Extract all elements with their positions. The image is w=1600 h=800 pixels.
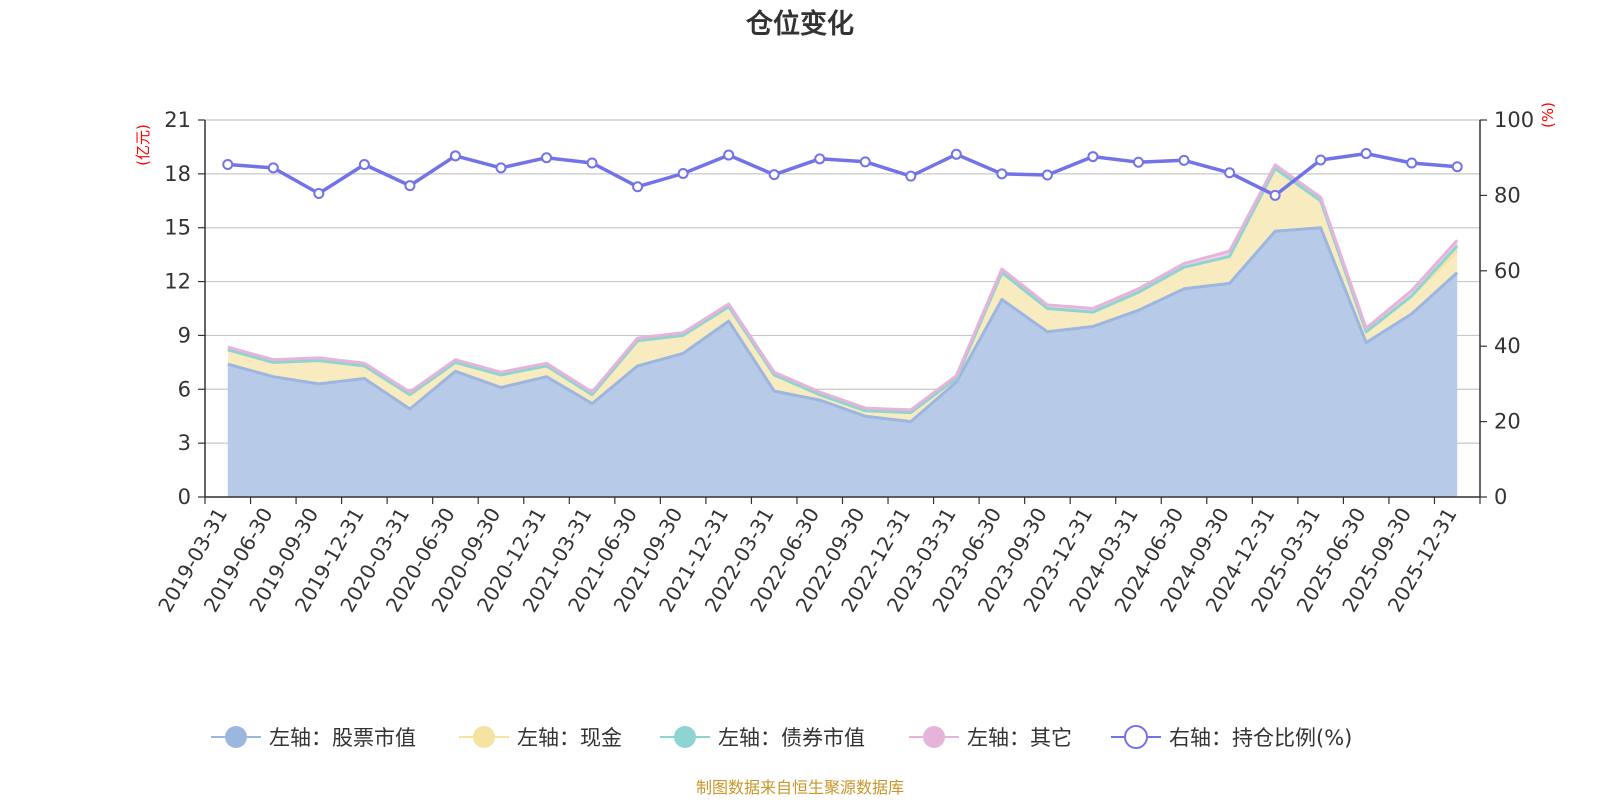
ratio-point <box>1315 154 1327 166</box>
ratio-point <box>1224 167 1236 179</box>
ratio-point <box>632 181 644 193</box>
legend: 左轴：股票市值 左轴：现金 左轴：债券市值 左轴：其它 右轴：持仓比例(%) <box>211 725 1352 750</box>
ratio-point <box>267 162 279 174</box>
right-tick-label: 60 <box>1494 259 1521 283</box>
ratio-point <box>1132 156 1144 168</box>
ratio-point <box>449 150 461 162</box>
ratio-point <box>723 149 735 161</box>
ratio-point <box>358 158 370 170</box>
ratio-point <box>1451 161 1463 173</box>
ratio-point <box>905 170 917 182</box>
chart-title: 仓位变化 <box>745 8 854 40</box>
area-fill <box>227 227 1458 497</box>
ratio-point <box>814 153 826 165</box>
area-line <box>227 163 1459 412</box>
ratio-point <box>1360 148 1372 160</box>
right-tick-label: 80 <box>1494 183 1521 207</box>
ratio-point <box>495 162 507 174</box>
ratio-point <box>859 156 871 168</box>
ratio-point <box>677 168 689 180</box>
legend-label: 左轴：现金 <box>517 726 622 750</box>
ratio-point <box>586 157 598 169</box>
legend-label: 左轴：股票市值 <box>269 726 416 750</box>
left-tick-label: 12 <box>164 270 191 294</box>
ratio-point <box>1406 157 1418 169</box>
ratio-line-series <box>222 148 1463 201</box>
left-tick-label: 9 <box>178 323 191 347</box>
legend-label: 右轴：持仓比例(%) <box>1169 726 1352 750</box>
left-tick-label: 21 <box>164 108 191 132</box>
ratio-point <box>1269 189 1281 201</box>
right-tick-label: 0 <box>1494 485 1507 509</box>
ratio-point <box>1178 154 1190 166</box>
ratio-point <box>996 168 1008 180</box>
right-tick-label: 20 <box>1494 410 1521 434</box>
ratio-line <box>227 151 1458 198</box>
right-axis-unit: (%) <box>1539 102 1557 128</box>
ratio-point <box>950 148 962 160</box>
legend-label: 左轴：其它 <box>967 726 1072 750</box>
area-line <box>227 226 1459 424</box>
stacked-areas <box>227 163 1459 497</box>
ratio-point <box>222 158 234 170</box>
right-tick-label: 40 <box>1494 334 1521 358</box>
left-axis-unit: (亿元) <box>134 124 152 166</box>
left-tick-label: 15 <box>164 216 191 240</box>
legend-marker <box>923 726 945 748</box>
area-line <box>227 167 1459 415</box>
legend-label: 左轴：债券市值 <box>718 726 865 750</box>
legend-marker <box>1124 725 1148 749</box>
ratio-point <box>404 180 416 192</box>
ratio-point <box>541 152 553 164</box>
legend-marker <box>225 726 247 748</box>
left-tick-label: 0 <box>178 485 191 509</box>
left-tick-label: 18 <box>164 162 191 186</box>
source-note: 制图数据来自恒生聚源数据库 <box>696 778 904 797</box>
left-tick-label: 6 <box>178 377 191 401</box>
ratio-point <box>1041 169 1053 181</box>
legend-marker <box>674 726 696 748</box>
legend-marker <box>473 726 495 748</box>
ratio-point <box>313 188 325 200</box>
right-tick-label: 100 <box>1494 108 1534 132</box>
ratio-point <box>1087 151 1099 163</box>
left-tick-label: 3 <box>178 431 191 455</box>
ratio-point <box>768 169 780 181</box>
